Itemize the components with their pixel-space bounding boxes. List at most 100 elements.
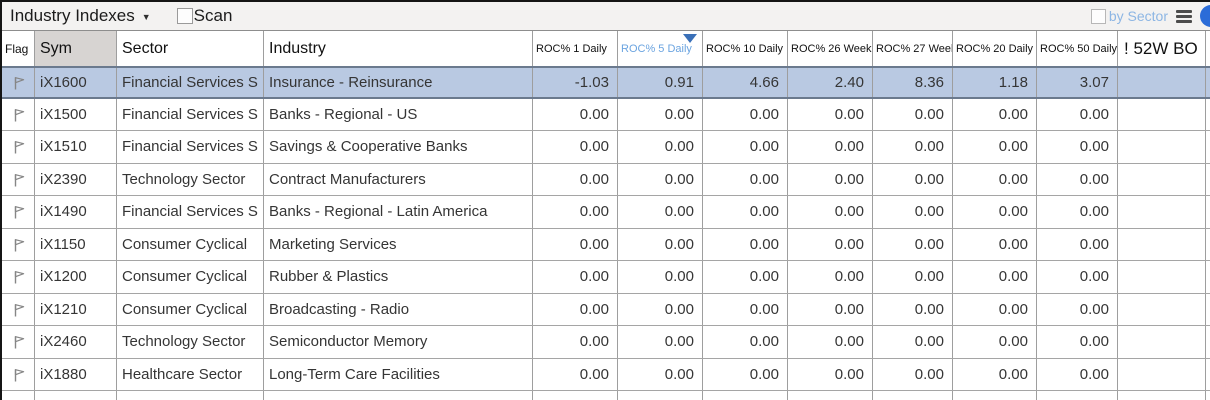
- table-row-iX2390[interactable]: iX2390 Technology Sector Contract Manufact…: [2, 163, 1210, 196]
- cell-roc5d[interactable]: 0.00: [618, 98, 703, 130]
- cell-roc10d[interactable]: 0.00: [703, 131, 788, 163]
- cell-roc1d[interactable]: 0.00: [533, 358, 618, 390]
- cell-roc10d[interactable]: 0.00: [703, 196, 788, 228]
- cell-sector[interactable]: Financial Services S: [117, 196, 264, 228]
- cell-bo52w[interactable]: [1118, 163, 1206, 195]
- cell-roc1d[interactable]: 0.00: [533, 131, 618, 163]
- cell-sector[interactable]: Consumer Cyclical: [117, 293, 264, 325]
- cell-roc10d[interactable]: 0.00: [703, 98, 788, 130]
- cell-sector[interactable]: Financial Services S: [117, 131, 264, 163]
- cell-roc5d[interactable]: 0.00: [618, 293, 703, 325]
- cell-roc26w[interactable]: 0.00: [788, 326, 873, 358]
- cell-sym[interactable]: iX1880: [35, 358, 117, 390]
- cell-industry[interactable]: Insurance - Reinsurance: [264, 68, 533, 97]
- cell-roc10d[interactable]: 0.00: [703, 228, 788, 260]
- table-row-iX1200[interactable]: iX1200 Consumer Cyclical Rubber & Plastics…: [2, 261, 1210, 294]
- column-header-sym[interactable]: Sym: [35, 31, 117, 66]
- cell-bo52w[interactable]: [1118, 196, 1206, 228]
- flag-icon[interactable]: [2, 163, 35, 195]
- cell-roc26w[interactable]: 2.40: [788, 68, 873, 97]
- cell-industry[interactable]: Banks - Regional - Latin America: [264, 196, 533, 228]
- cell-sym[interactable]: iX2460: [35, 326, 117, 358]
- cell-sector[interactable]: Consumer Cyclical: [117, 228, 264, 260]
- column-header-roc27w[interactable]: ROC% 27 Weekly: [873, 31, 953, 66]
- cell-roc27w[interactable]: 0.00: [873, 261, 953, 293]
- cell-industry[interactable]: Long-Term Care Facilities: [264, 358, 533, 390]
- flag-icon[interactable]: [2, 68, 35, 97]
- cell-roc50d[interactable]: 0.00: [1037, 196, 1118, 228]
- table-row-iX2460[interactable]: iX2460 Technology Sector Semiconductor Mem…: [2, 326, 1210, 359]
- cell-industry[interactable]: Marketing Services: [264, 228, 533, 260]
- cell-roc50d[interactable]: 0.00: [1037, 261, 1118, 293]
- table-row-iX1500[interactable]: iX1500 Financial Services S Banks - Region…: [2, 98, 1210, 131]
- cell-roc1d[interactable]: 0.00: [533, 326, 618, 358]
- cell-sym[interactable]: iX2390: [35, 163, 117, 195]
- cell-bo52w[interactable]: [1118, 228, 1206, 260]
- column-header-roc5d[interactable]: ROC% 5 Daily: [618, 31, 703, 66]
- table-row-iX1600[interactable]: iX1600 Financial Services S Insurance - Re…: [2, 66, 1210, 99]
- cell-roc27w[interactable]: 0.00: [873, 293, 953, 325]
- cell-roc5d[interactable]: 0.91: [618, 68, 703, 97]
- cell-roc20d[interactable]: 0.00: [953, 163, 1037, 195]
- flag-icon[interactable]: [2, 196, 35, 228]
- cell-industry[interactable]: Broadcasting - Radio: [264, 293, 533, 325]
- cell-roc1d[interactable]: 0.00: [533, 98, 618, 130]
- column-header-sector[interactable]: Sector: [117, 31, 264, 66]
- cell-bo52w[interactable]: [1118, 98, 1206, 130]
- cell-sym[interactable]: iX1210: [35, 293, 117, 325]
- table-row-iX1880[interactable]: iX1880 Healthcare Sector Long-Term Care Fa…: [2, 358, 1210, 391]
- cell-roc1d[interactable]: -1.03: [533, 68, 618, 97]
- cell-roc1d[interactable]: 0.00: [533, 228, 618, 260]
- cell-roc10d[interactable]: 4.66: [703, 68, 788, 97]
- column-header-roc26w[interactable]: ROC% 26 Weekly: [788, 31, 873, 66]
- cell-industry[interactable]: Semiconductor Memory: [264, 326, 533, 358]
- cell-roc27w[interactable]: 8.36: [873, 68, 953, 97]
- cell-roc20d[interactable]: 0.00: [953, 358, 1037, 390]
- flag-icon[interactable]: [2, 261, 35, 293]
- column-header-roc10d[interactable]: ROC% 10 Daily: [703, 31, 788, 66]
- cell-sym[interactable]: iX1510: [35, 131, 117, 163]
- cell-roc5d[interactable]: 0.00: [618, 196, 703, 228]
- cell-industry[interactable]: Banks - Regional - US: [264, 98, 533, 130]
- cell-roc5d[interactable]: 0.00: [618, 326, 703, 358]
- by-sector-checkbox[interactable]: by Sector: [1090, 8, 1168, 24]
- flag-icon[interactable]: [2, 293, 35, 325]
- cell-roc50d[interactable]: 0.00: [1037, 358, 1118, 390]
- cell-roc5d[interactable]: 0.00: [618, 131, 703, 163]
- cell-roc5d[interactable]: 0.00: [618, 261, 703, 293]
- flag-icon[interactable]: [2, 131, 35, 163]
- cell-roc20d[interactable]: 0.00: [953, 196, 1037, 228]
- table-row-iX1150[interactable]: iX1150 Consumer Cyclical Marketing Service…: [2, 228, 1210, 261]
- cell-roc27w[interactable]: 0.00: [873, 163, 953, 195]
- cell-roc50d[interactable]: 0.00: [1037, 98, 1118, 130]
- cell-roc10d[interactable]: 0.00: [703, 358, 788, 390]
- cell-roc5d[interactable]: 0.00: [618, 358, 703, 390]
- blue-circle-button[interactable]: [1200, 5, 1210, 27]
- cell-roc50d[interactable]: 0.00: [1037, 326, 1118, 358]
- cell-sym[interactable]: iX1150: [35, 228, 117, 260]
- cell-roc5d[interactable]: 0.00: [618, 163, 703, 195]
- cell-roc26w[interactable]: 0.00: [788, 196, 873, 228]
- flag-icon[interactable]: [2, 228, 35, 260]
- cell-roc10d[interactable]: 0.00: [703, 326, 788, 358]
- cell-sector[interactable]: Consumer Cyclical: [117, 261, 264, 293]
- scan-checkbox[interactable]: Scan: [176, 6, 232, 26]
- cell-bo52w[interactable]: [1118, 326, 1206, 358]
- column-header-roc20d[interactable]: ROC% 20 Daily: [953, 31, 1037, 66]
- cell-roc26w[interactable]: 0.00: [788, 261, 873, 293]
- cell-industry[interactable]: Savings & Cooperative Banks: [264, 131, 533, 163]
- cell-roc26w[interactable]: 0.00: [788, 358, 873, 390]
- cell-roc50d[interactable]: 0.00: [1037, 228, 1118, 260]
- cell-roc26w[interactable]: 0.00: [788, 98, 873, 130]
- cell-roc20d[interactable]: 0.00: [953, 131, 1037, 163]
- cell-roc20d[interactable]: 0.00: [953, 98, 1037, 130]
- cell-roc27w[interactable]: 0.00: [873, 358, 953, 390]
- column-header-bo52w[interactable]: ! 52W BO: [1118, 31, 1206, 66]
- cell-sym[interactable]: iX1500: [35, 98, 117, 130]
- cell-sector[interactable]: Financial Services S: [117, 68, 264, 97]
- cell-roc5d[interactable]: 0.00: [618, 228, 703, 260]
- table-row-iX1490[interactable]: iX1490 Financial Services S Banks - Region…: [2, 196, 1210, 229]
- cell-roc10d[interactable]: 0.00: [703, 261, 788, 293]
- cell-roc20d[interactable]: 0.00: [953, 293, 1037, 325]
- cell-roc50d[interactable]: 0.00: [1037, 293, 1118, 325]
